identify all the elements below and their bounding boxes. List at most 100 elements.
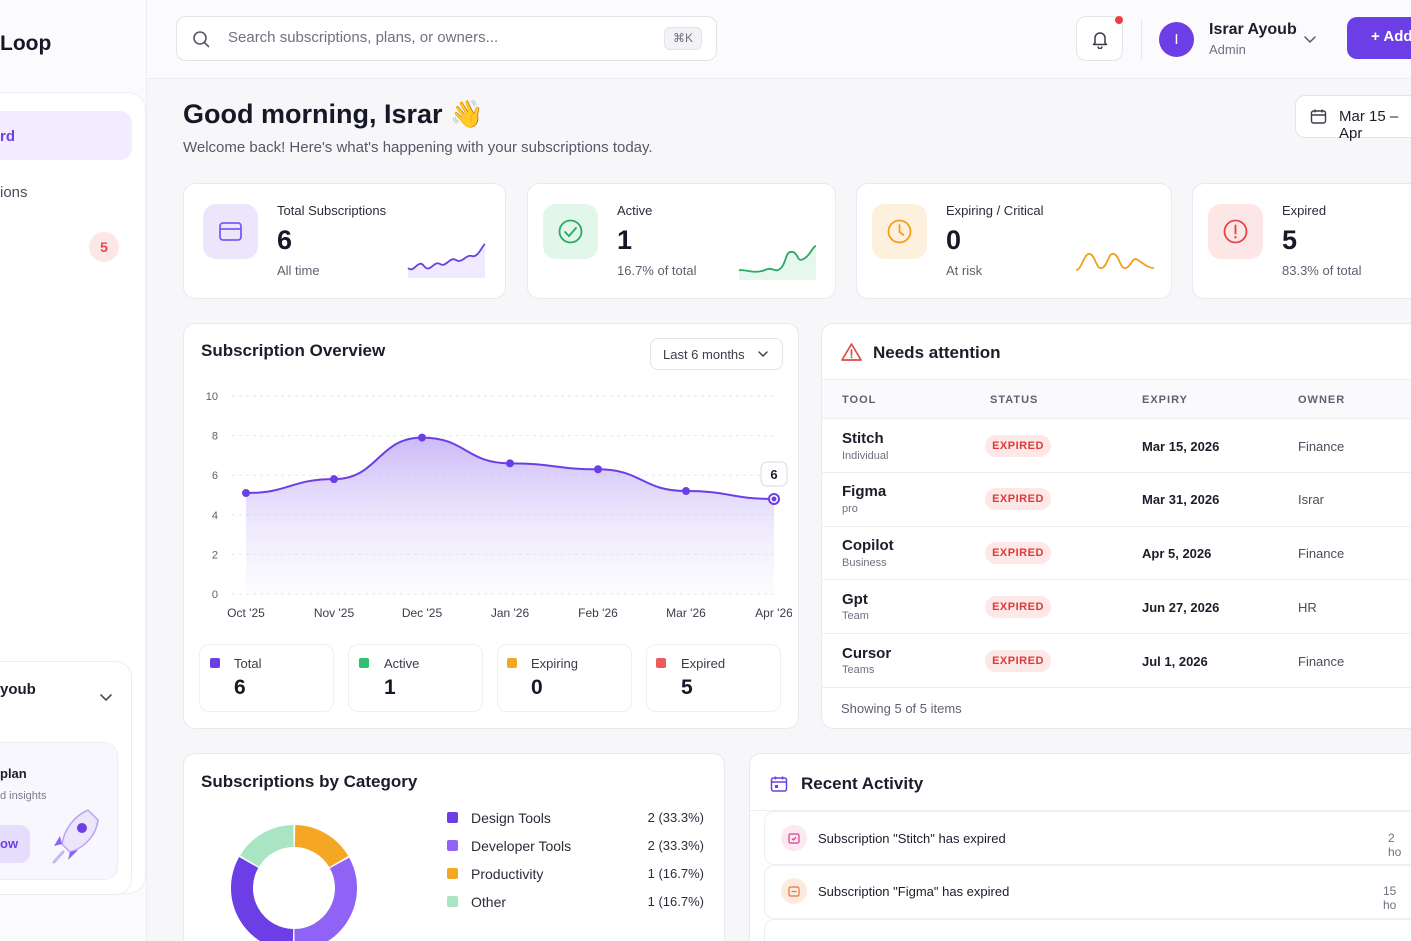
upgrade-button[interactable]: ow bbox=[0, 825, 30, 863]
value-tooltip-label: 6 bbox=[770, 467, 777, 482]
category-donut-chart[interactable] bbox=[214, 810, 374, 941]
x-tick-label: Mar '26 bbox=[666, 606, 706, 620]
legend-swatch bbox=[210, 658, 220, 668]
column-header-expiry[interactable]: EXPIRY bbox=[1142, 394, 1188, 406]
owner-name: Finance bbox=[1298, 439, 1345, 454]
avatar[interactable]: I bbox=[1159, 22, 1194, 57]
search-placeholder: Search subscriptions, plans, or owners..… bbox=[228, 29, 499, 46]
legend-expiring bbox=[497, 644, 632, 712]
x-tick-label: Dec '25 bbox=[402, 606, 443, 620]
overview-chart[interactable]: 0 2 4 6 8 10 Oct '25 Nov '25 Dec '25 Jan '26 Feb '… bbox=[196, 384, 792, 624]
tool-plan: pro bbox=[842, 503, 858, 515]
sparkline-total bbox=[407, 243, 486, 278]
donut-slice[interactable] bbox=[231, 857, 294, 941]
status-badge: EXPIRED bbox=[985, 542, 1051, 564]
activity-text: Subscription "Figma" has expired bbox=[818, 884, 1010, 899]
category-swatch bbox=[447, 896, 458, 907]
category-label: Other bbox=[471, 894, 507, 910]
data-point bbox=[418, 433, 426, 442]
activity-icon bbox=[781, 878, 807, 904]
donut-slice[interactable] bbox=[240, 825, 295, 868]
overview-title: Subscription Overview bbox=[201, 341, 386, 360]
category-swatch bbox=[447, 868, 458, 879]
category-value: 2 (33.3%) bbox=[647, 810, 704, 825]
sidebar-count-badge: 5 bbox=[89, 232, 119, 262]
owner-name: Finance bbox=[1298, 654, 1345, 669]
date-range-picker[interactable] bbox=[1295, 95, 1411, 138]
donut-slice[interactable] bbox=[293, 857, 357, 941]
status-badge: EXPIRED bbox=[985, 435, 1051, 457]
category-value: 1 (16.7%) bbox=[647, 866, 704, 881]
header-user-name[interactable]: Israr Ayoub bbox=[1209, 21, 1297, 38]
table-header-row bbox=[822, 380, 1411, 419]
stat-value: 5 bbox=[1282, 225, 1298, 255]
category-value: 1 (16.7%) bbox=[647, 894, 704, 909]
expiry-date: Mar 31, 2026 bbox=[1142, 492, 1220, 507]
activity-item[interactable] bbox=[764, 865, 1411, 919]
y-tick-label: 4 bbox=[212, 510, 218, 522]
stat-card-total[interactable] bbox=[183, 183, 506, 299]
table-row[interactable] bbox=[822, 580, 1411, 633]
status-badge: EXPIRED bbox=[985, 488, 1051, 510]
tool-name: Figma bbox=[842, 483, 887, 500]
legend-value: 0 bbox=[531, 676, 543, 699]
divider bbox=[750, 810, 1410, 811]
plan-subtitle: d insights bbox=[0, 790, 47, 802]
legend-label: Expiring bbox=[531, 656, 578, 671]
tool-name: Cursor bbox=[842, 645, 892, 662]
legend-value: 5 bbox=[681, 676, 693, 699]
notifications-button[interactable] bbox=[1076, 16, 1123, 61]
sparkline-active bbox=[738, 245, 817, 280]
tool-plan: Team bbox=[842, 610, 869, 622]
tool-name: Copilot bbox=[842, 537, 894, 554]
column-header-owner[interactable]: OWNER bbox=[1298, 394, 1346, 406]
donut-slice[interactable] bbox=[294, 825, 349, 868]
header-user-role: Admin bbox=[1209, 42, 1246, 57]
calendar-icon bbox=[1310, 109, 1327, 124]
divider bbox=[821, 526, 1411, 527]
stat-value: 1 bbox=[617, 225, 633, 255]
data-point bbox=[682, 487, 690, 496]
sidebar-item-dashboard[interactable]: rd bbox=[0, 111, 132, 160]
rocket-icon bbox=[52, 809, 99, 864]
data-point bbox=[506, 459, 514, 468]
activity-time: 2 ho bbox=[1388, 831, 1402, 859]
stat-sub: 83.3% of total bbox=[1282, 263, 1362, 278]
data-point bbox=[242, 489, 250, 498]
category-label: Developer Tools bbox=[471, 838, 572, 854]
tool-plan: Business bbox=[842, 557, 887, 569]
date-range-text: Mar 15 – Apr bbox=[1339, 108, 1399, 142]
sidebar-item-subscriptions[interactable]: ions bbox=[0, 184, 28, 201]
activity-item[interactable] bbox=[764, 811, 1411, 865]
table-footer-count: Showing 5 of 5 items bbox=[841, 701, 962, 716]
tool-plan: Teams bbox=[842, 664, 875, 676]
stat-sub: At risk bbox=[946, 263, 983, 278]
category-label: Productivity bbox=[471, 866, 544, 882]
category-label: Design Tools bbox=[471, 810, 551, 826]
recent-activity-title: Recent Activity bbox=[801, 774, 924, 793]
legend-label: Total bbox=[234, 656, 262, 671]
x-tick-label: Jan '26 bbox=[491, 606, 530, 620]
chevron-down-icon[interactable] bbox=[1303, 32, 1317, 46]
search-input[interactable] bbox=[176, 16, 717, 61]
column-header-status[interactable]: STATUS bbox=[990, 394, 1039, 406]
stat-sub: 16.7% of total bbox=[617, 263, 697, 278]
sidebar-user-name[interactable]: youb bbox=[0, 681, 36, 698]
expiry-date: Apr 5, 2026 bbox=[1142, 546, 1212, 561]
add-subscription-button[interactable]: + Add bbox=[1347, 17, 1411, 59]
owner-name: Finance bbox=[1298, 546, 1345, 561]
activity-item[interactable] bbox=[764, 919, 1411, 941]
search-shortcut-badge: ⌘K bbox=[664, 27, 702, 50]
x-tick-label: Nov '25 bbox=[314, 606, 355, 620]
activity-time: 15 ho bbox=[1383, 884, 1397, 912]
expiry-date: Jul 1, 2026 bbox=[1142, 654, 1208, 669]
clock-icon bbox=[872, 204, 927, 259]
y-tick-label: 10 bbox=[206, 391, 218, 403]
chevron-down-icon[interactable] bbox=[98, 689, 114, 705]
bell-icon bbox=[1092, 32, 1108, 49]
category-swatch bbox=[447, 840, 458, 851]
data-point-center bbox=[771, 496, 777, 502]
expiry-date: Mar 15, 2026 bbox=[1142, 439, 1220, 454]
owner-name: Israr bbox=[1298, 492, 1324, 507]
column-header-tool[interactable]: TOOL bbox=[842, 394, 877, 406]
